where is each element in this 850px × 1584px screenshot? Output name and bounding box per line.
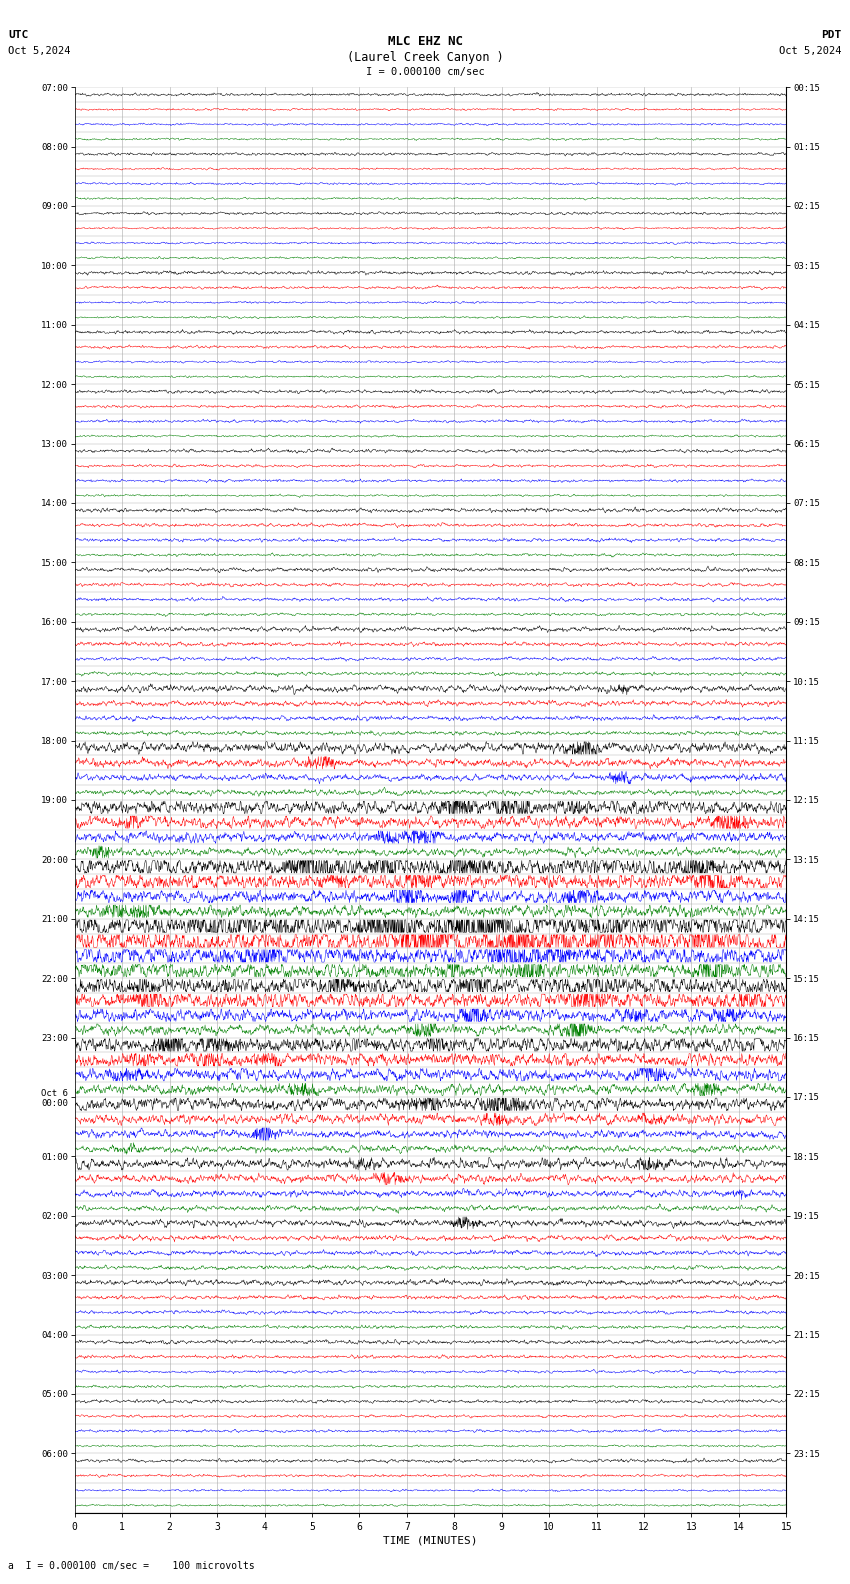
Text: Oct 5,2024: Oct 5,2024	[8, 46, 71, 55]
Text: MLC EHZ NC: MLC EHZ NC	[388, 35, 462, 48]
Text: UTC: UTC	[8, 30, 29, 40]
X-axis label: TIME (MINUTES): TIME (MINUTES)	[383, 1536, 478, 1546]
Text: a  I = 0.000100 cm/sec =    100 microvolts: a I = 0.000100 cm/sec = 100 microvolts	[8, 1562, 255, 1571]
Text: (Laurel Creek Canyon ): (Laurel Creek Canyon )	[347, 51, 503, 63]
Text: I = 0.000100 cm/sec: I = 0.000100 cm/sec	[366, 67, 484, 76]
Text: Oct 5,2024: Oct 5,2024	[779, 46, 842, 55]
Text: PDT: PDT	[821, 30, 842, 40]
